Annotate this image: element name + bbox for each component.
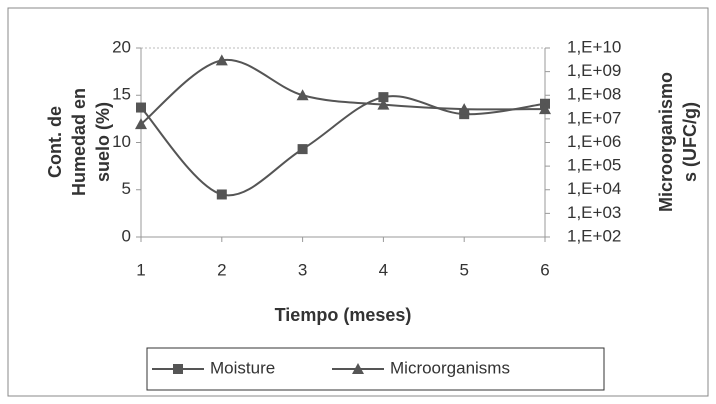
marker (136, 102, 146, 113)
y-tick-label: 10 (112, 132, 131, 151)
x-tick-label: 5 (459, 260, 468, 279)
y2-tick-label: 1,E+02 (567, 226, 621, 245)
x-tick-label: 2 (217, 260, 226, 279)
x-tick-label: 1 (136, 260, 145, 279)
y2-axis-label: Microorganismo s (UFC/g) (656, 72, 700, 212)
marker (173, 364, 183, 374)
y2-tick-label: 1,E+03 (567, 203, 621, 222)
y-tick-label: 20 (112, 37, 131, 56)
marker (215, 54, 228, 66)
chart-frame (7, 7, 709, 397)
marker (377, 98, 390, 110)
y2-tick-label: 1,E+09 (567, 61, 621, 80)
x-tick-label: 3 (298, 260, 307, 279)
y-axis-label: Cont. de Humedad en suelo (%) (45, 88, 113, 196)
series-line (140, 95, 546, 197)
legend-box (146, 347, 605, 391)
y2-tick-label: 1,E+08 (567, 85, 621, 104)
y-tick-label: 15 (112, 85, 131, 104)
marker (296, 89, 309, 101)
y-axis-label-line: suelo (%) (93, 102, 113, 182)
y2-axis-label-line: Microorganismo (656, 72, 676, 212)
y2-tick-label: 1,E+07 (567, 108, 621, 127)
y-axis-label-line: Humedad en (69, 88, 89, 196)
marker (458, 103, 471, 115)
marker (135, 118, 147, 130)
y2-tick-label: 1,E+10 (567, 37, 621, 56)
marker (216, 189, 227, 200)
y2-tick-label: 1,E+05 (567, 156, 621, 175)
y2-tick-label: 1,E+04 (567, 179, 621, 198)
marker (378, 92, 389, 103)
y-tick-label: 5 (122, 179, 131, 198)
y2-axis-label-line: s (UFC/g) (680, 102, 700, 182)
legend-label: Microorganisms (390, 358, 510, 377)
marker (297, 144, 308, 155)
y-tick-label: 0 (122, 226, 131, 245)
x-tick-label: 6 (540, 260, 549, 279)
series-line (140, 58, 546, 125)
x-tick-label: 4 (379, 260, 388, 279)
marker (539, 103, 551, 115)
y2-tick-label: 1,E+06 (567, 132, 621, 151)
marker (459, 109, 470, 120)
marker (352, 363, 364, 374)
y-axis-label-line: Cont. de (45, 106, 65, 178)
legend-label: Moisture (210, 358, 275, 377)
x-axis-label: Tiempo (meses) (275, 305, 412, 325)
